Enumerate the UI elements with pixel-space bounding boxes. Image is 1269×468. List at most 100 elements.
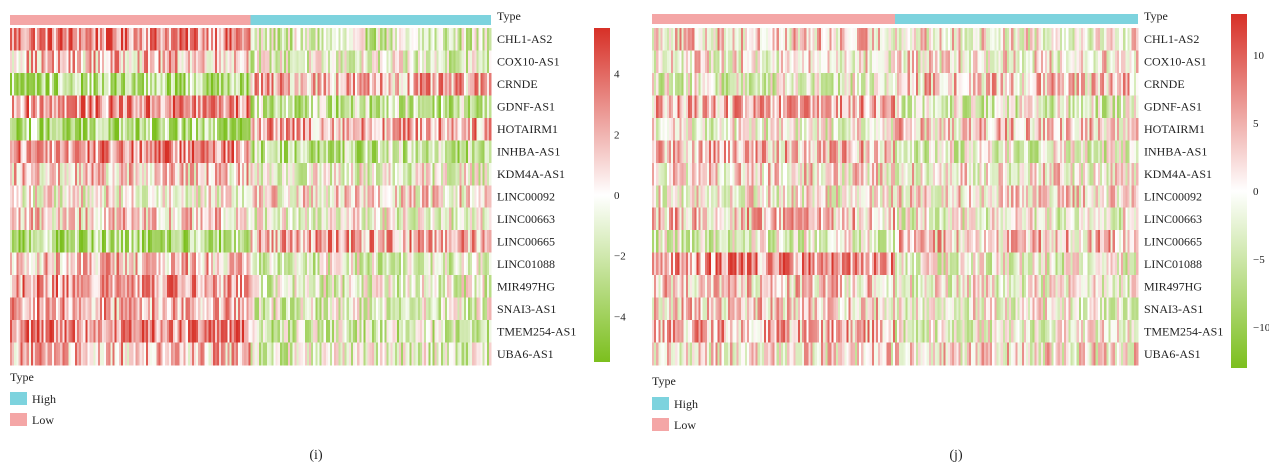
heatmap-cell (97, 342, 101, 366)
heatmap-cell (365, 117, 369, 141)
heatmap-cell (273, 50, 277, 74)
heatmap-cell (212, 297, 216, 321)
heatmap-cell (28, 207, 32, 231)
heatmap-cell (835, 72, 839, 96)
heatmap-cell (721, 95, 725, 119)
heatmap-cell (76, 140, 80, 164)
heatmap-cell (407, 342, 411, 366)
heatmap-cell (698, 50, 702, 74)
heatmap-cell (35, 72, 38, 96)
heatmap-cell (1116, 50, 1120, 74)
heatmap-cell (480, 297, 484, 321)
heatmap-cell (453, 185, 457, 209)
heatmap-cell (68, 320, 72, 344)
heatmap-cell (744, 50, 748, 74)
heatmap-cell (451, 140, 454, 164)
heatmap-cell (837, 140, 841, 164)
heatmap-cell (1042, 28, 1046, 51)
heatmap-cell (340, 95, 344, 119)
heatmap-cell (279, 72, 283, 96)
heatmap-cell (22, 252, 26, 276)
heatmap-cell (833, 117, 837, 141)
heatmap-cell (361, 72, 365, 96)
heatmap-cell (183, 320, 187, 344)
heatmap-cell (156, 342, 160, 366)
heatmap-cell (183, 72, 187, 96)
heatmap-cell (1093, 117, 1097, 141)
heatmap-cell (20, 320, 24, 344)
heatmap-cell (451, 28, 454, 51)
heatmap-cell (888, 95, 892, 119)
heatmap-cell (713, 95, 716, 119)
heatmap-cell (806, 117, 809, 141)
heatmap-cell (334, 230, 337, 254)
heatmap-cell (244, 320, 247, 344)
heatmap-cell (319, 72, 323, 96)
heatmap-cell (369, 95, 373, 119)
heatmap-cell (373, 50, 377, 74)
heatmap-cell (785, 162, 788, 186)
heatmap-cell (116, 230, 120, 254)
heatmap-cell (396, 50, 400, 74)
heatmap-cell (185, 207, 189, 231)
heatmap-cell (468, 50, 471, 74)
heatmap-cell (304, 297, 308, 321)
heatmap-cell (457, 342, 461, 366)
heatmap-cell (191, 117, 195, 141)
heatmap-cell (256, 28, 260, 51)
heatmap-cell (231, 342, 235, 366)
heatmap-cell (382, 230, 385, 254)
heatmap-cell (772, 140, 776, 164)
heatmap-cell (350, 28, 354, 51)
heatmap-cell (143, 185, 147, 209)
heatmap-cell (152, 185, 155, 209)
heatmap-cell (380, 297, 383, 321)
heatmap-cell (49, 320, 53, 344)
heatmap-cell (818, 95, 822, 119)
heatmap-cell (10, 275, 13, 299)
heatmap-cell (407, 72, 411, 96)
heatmap-cell (958, 95, 962, 119)
heatmap-cell (850, 117, 854, 141)
heatmap-cell (783, 28, 786, 51)
heatmap-cell (62, 95, 65, 119)
heatmap-cell (1011, 117, 1014, 141)
heatmap-cell (1099, 28, 1103, 51)
heatmap-cell (217, 95, 220, 119)
heatmap-cell (196, 252, 199, 276)
heatmap-cell (818, 140, 822, 164)
heatmap-cell (252, 342, 256, 366)
heatmap-cell (1095, 117, 1099, 141)
heatmap-cell (405, 320, 408, 344)
heatmap-cell (181, 207, 185, 231)
heatmap-cell (378, 342, 381, 366)
heatmap-cell (690, 140, 693, 164)
heatmap-cell (43, 275, 47, 299)
heatmap-cell (363, 275, 367, 299)
heatmap-cell (715, 117, 719, 141)
heatmap-cell (723, 72, 727, 96)
heatmap-cell (903, 28, 907, 51)
heatmap-cell (275, 117, 279, 141)
heatmap-cell (66, 185, 70, 209)
heatmap-cell (317, 117, 321, 141)
heatmap-cell (411, 320, 415, 344)
heatmap-cell (10, 207, 13, 231)
heatmap-cell (99, 297, 103, 321)
heatmap-cell (225, 50, 229, 74)
heatmap-cell (719, 72, 723, 96)
heatmap-cell (258, 297, 262, 321)
heatmap-cell (378, 72, 381, 96)
heatmap-cell (87, 342, 91, 366)
heatmap-cell (787, 28, 790, 51)
heatmap-cell (654, 117, 657, 141)
heatmap-cell (79, 140, 82, 164)
heatmap-cell (350, 95, 354, 119)
heatmap-cell (235, 297, 239, 321)
heatmap-cell (949, 28, 953, 51)
heatmap-cell (137, 342, 141, 366)
heatmap-cell (679, 72, 683, 96)
heatmap-cell (673, 140, 676, 164)
heatmap-cell (470, 140, 473, 164)
heatmap-cell (1064, 72, 1067, 96)
